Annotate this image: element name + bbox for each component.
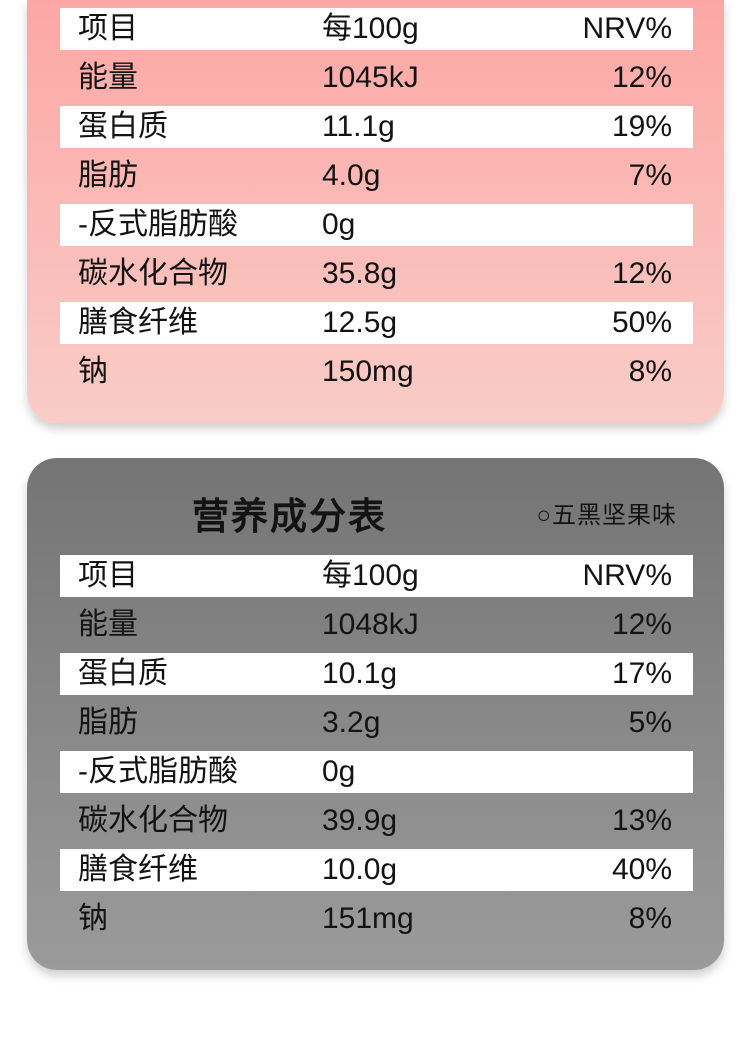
cell-label: 项目	[78, 559, 138, 592]
cell-nrv: 40%	[611, 853, 672, 886]
table-row: 能量 1045kJ 12%	[60, 50, 693, 106]
table-row: 蛋白质 11.1g 19%	[60, 106, 693, 148]
cell-label: -反式脂肪酸	[78, 755, 238, 788]
cell-label: 脂肪	[78, 159, 138, 192]
table-row: -反式脂肪酸 0g	[60, 751, 693, 793]
cell-value: 0g	[322, 208, 356, 241]
nutrition-table-gray-titlebar: 营养成分表 ○五黑坚果味	[27, 458, 724, 555]
table-header-row: 项目 每100g NRV%	[60, 8, 693, 50]
cell-label: 膳食纤维	[78, 853, 198, 886]
cell-nrv: 8%	[628, 902, 672, 935]
nutrition-table-gray-panel: 营养成分表 ○五黑坚果味 项目 每100g NRV% 能量 1048kJ 12% 蛋白质 10…	[27, 458, 724, 970]
cell-nrv: 17%	[611, 657, 672, 690]
cell-nrv: 50%	[611, 306, 672, 339]
cell-label: 膳食纤维	[78, 306, 198, 339]
table-row: 钠 150mg 8%	[60, 344, 693, 400]
table-row: 膳食纤维 12.5g 50%	[60, 302, 693, 344]
cell-value: 4.0g	[322, 159, 381, 192]
cell-value: 12.5g	[322, 306, 398, 339]
cell-nrv: 13%	[611, 804, 672, 837]
cell-label: 能量	[78, 61, 138, 94]
nutrition-table-title: 营养成分表	[192, 496, 387, 537]
cell-nrv: NRV%	[582, 559, 672, 592]
cell-nrv: 8%	[628, 355, 672, 388]
table-row: 碳水化合物 35.8g 12%	[60, 246, 693, 302]
table-row: 膳食纤维 10.0g 40%	[60, 849, 693, 891]
cell-label: 项目	[78, 12, 138, 45]
table-row: 脂肪 4.0g 7%	[60, 148, 693, 204]
cell-value: 0g	[322, 755, 356, 788]
nutrition-table-pink-rows: 项目 每100g NRV% 能量 1045kJ 12% 蛋白质 11.1g 19% 脂肪 4.0g 7…	[60, 8, 693, 400]
cell-value: 每100g	[322, 559, 419, 592]
table-header-row: 项目 每100g NRV%	[60, 555, 693, 597]
flavor-badge: ○五黑坚果味	[536, 502, 677, 529]
cell-value: 11.1g	[322, 110, 395, 143]
cell-label: 蛋白质	[78, 657, 168, 690]
cell-nrv: 12%	[611, 61, 672, 94]
cell-nrv: 5%	[628, 706, 672, 739]
table-row: 脂肪 3.2g 5%	[60, 695, 693, 751]
cell-nrv: NRV%	[582, 12, 672, 45]
cell-value: 3.2g	[322, 706, 381, 739]
cell-nrv: 7%	[628, 159, 672, 192]
cell-value: 35.8g	[322, 257, 398, 290]
cell-value: 10.1g	[322, 657, 398, 690]
cell-value: 39.9g	[322, 804, 398, 837]
nutrition-table-gray-rows: 项目 每100g NRV% 能量 1048kJ 12% 蛋白质 10.1g 17% 脂肪 3.2g 5…	[60, 555, 693, 947]
cell-label: 碳水化合物	[78, 257, 228, 290]
table-row: 蛋白质 10.1g 17%	[60, 653, 693, 695]
cell-value: 151mg	[322, 902, 414, 935]
cell-value: 150mg	[322, 355, 414, 388]
cell-label: 能量	[78, 608, 138, 641]
table-row: 能量 1048kJ 12%	[60, 597, 693, 653]
cell-nrv: 19%	[611, 110, 672, 143]
cell-label: 钠	[78, 355, 108, 388]
cell-value: 1048kJ	[322, 608, 419, 641]
cell-value: 1045kJ	[322, 61, 419, 94]
cell-nrv: 12%	[611, 257, 672, 290]
cell-label: 碳水化合物	[78, 804, 228, 837]
table-row: -反式脂肪酸 0g	[60, 204, 693, 246]
table-row: 碳水化合物 39.9g 13%	[60, 793, 693, 849]
cell-label: 钠	[78, 902, 108, 935]
table-row: 钠 151mg 8%	[60, 891, 693, 947]
cell-label: 脂肪	[78, 706, 138, 739]
cell-label: 蛋白质	[78, 110, 168, 143]
cell-value: 10.0g	[322, 853, 398, 886]
cell-label: -反式脂肪酸	[78, 208, 238, 241]
cell-nrv: 12%	[611, 608, 672, 641]
cell-value: 每100g	[322, 12, 419, 45]
nutrition-table-pink-panel: 项目 每100g NRV% 能量 1045kJ 12% 蛋白质 11.1g 19% 脂肪 4.0g 7…	[27, 0, 724, 423]
